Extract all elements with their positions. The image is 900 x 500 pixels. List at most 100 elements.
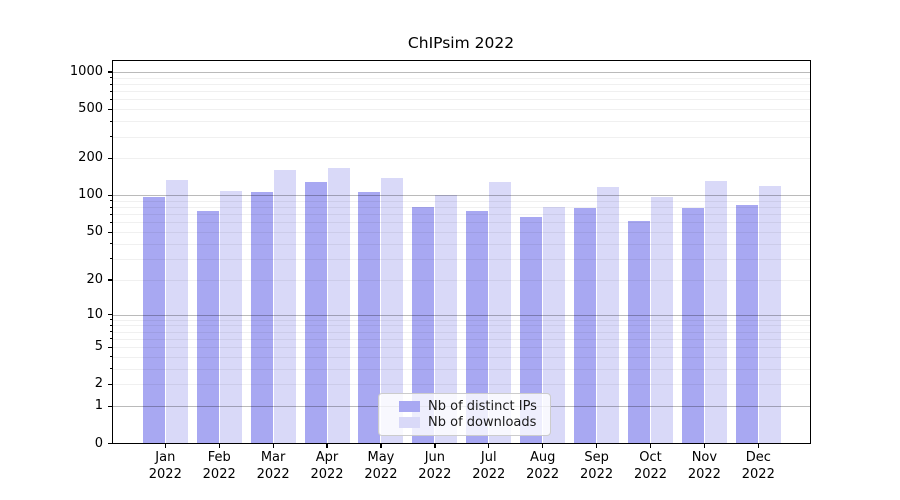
y-minor-tick-80: [109, 206, 112, 208]
bar-mar-distinct-ips: [250, 192, 273, 444]
x-tick-label-jun: Jun 2022: [403, 450, 467, 483]
y-tick-1: [108, 405, 112, 407]
bar-oct-downloads: [650, 196, 673, 444]
y-tick-label-1000: 1000: [69, 64, 103, 80]
y-tick-label-100: 100: [78, 187, 103, 203]
bar-nov-distinct-ips: [681, 207, 704, 444]
x-label-year: 2022: [633, 466, 668, 482]
bar-apr-distinct-ips: [304, 181, 327, 444]
y-minor-tick-3: [109, 368, 112, 370]
y-tick-50: [108, 231, 112, 233]
x-label-year: 2022: [202, 466, 236, 482]
bar-feb-downloads: [219, 191, 242, 444]
y-tick-label-2: 2: [94, 376, 103, 392]
x-label-month: Sep: [584, 450, 609, 465]
y-tick-1000: [108, 71, 112, 73]
x-label-year: 2022: [526, 466, 560, 482]
bar-oct-distinct-ips: [627, 220, 650, 444]
x-label-year: 2022: [148, 466, 182, 482]
bar-sep-distinct-ips: [574, 207, 597, 444]
bar-jun-distinct-ips: [412, 207, 435, 444]
bar-jan-downloads: [165, 179, 188, 444]
gridline-major-1000: [113, 72, 810, 74]
x-tick-dec: [757, 443, 759, 448]
chart-title: ChIPsim 2022: [407, 34, 515, 52]
y-tick-label-0: 0: [94, 435, 103, 451]
y-minor-tick-40: [109, 243, 112, 245]
x-tick-label-apr: Apr 2022: [295, 450, 359, 483]
y-minor-tick-30: [109, 258, 112, 260]
y-tick-label-5: 5: [94, 339, 103, 355]
legend-swatch-downloads: [399, 417, 420, 428]
gridline-minor-200: [113, 158, 810, 160]
legend-swatch-distinct-ips: [399, 401, 420, 412]
x-label-year: 2022: [580, 466, 614, 482]
x-tick-jul: [488, 443, 490, 448]
y-minor-tick-7: [109, 331, 112, 333]
y-tick-0: [108, 442, 112, 445]
bar-dec-distinct-ips: [735, 204, 758, 444]
bar-may-distinct-ips: [358, 191, 381, 444]
x-tick-label-aug: Aug 2022: [511, 450, 575, 483]
x-label-month: Jul: [480, 450, 497, 465]
gridline-minor-800: [113, 84, 810, 86]
y-minor-tick-800: [109, 83, 112, 85]
y-minor-tick-90: [109, 200, 112, 202]
y-minor-tick-400: [109, 120, 112, 122]
x-tick-jun: [434, 443, 436, 448]
x-label-year: 2022: [418, 466, 452, 482]
y-minor-tick-60: [109, 221, 112, 223]
legend-label-distinct-ips: Nb of distinct IPs: [428, 399, 537, 414]
x-label-month: Apr: [315, 450, 339, 465]
x-label-month: Dec: [745, 450, 771, 465]
gridline-minor-500: [113, 109, 810, 111]
x-label-year: 2022: [472, 466, 506, 482]
legend-label-downloads: Nb of downloads: [428, 415, 537, 430]
bar-jun-downloads: [435, 195, 458, 444]
y-minor-tick-900: [109, 77, 112, 79]
bar-jan-distinct-ips: [142, 196, 165, 444]
bar-dec-downloads: [758, 185, 781, 444]
gridline-minor-900: [113, 77, 810, 79]
bar-feb-distinct-ips: [196, 210, 219, 444]
x-tick-label-may: May 2022: [349, 450, 413, 483]
y-tick-label-20: 20: [86, 271, 103, 287]
bar-aug-downloads: [543, 207, 566, 444]
y-minor-tick-300: [109, 136, 112, 138]
gridline-minor-600: [113, 99, 810, 101]
x-tick-label-oct: Oct 2022: [618, 450, 682, 483]
y-tick-100: [108, 194, 112, 197]
x-label-month: Feb: [207, 450, 231, 465]
x-label-month: Oct: [639, 450, 662, 465]
x-tick-feb: [218, 443, 220, 448]
y-tick-label-1: 1: [94, 398, 103, 414]
x-tick-oct: [649, 443, 652, 448]
y-minor-tick-6: [109, 338, 112, 340]
y-minor-tick-8: [109, 324, 112, 326]
x-tick-jan: [164, 443, 166, 448]
bar-nov-downloads: [704, 180, 727, 444]
x-tick-aug: [542, 443, 544, 448]
y-tick-2: [108, 383, 112, 386]
y-minor-tick-9: [109, 319, 112, 321]
y-tick-label-50: 50: [86, 224, 103, 240]
gridline-minor-400: [113, 121, 810, 123]
x-tick-label-jan: Jan 2022: [133, 450, 197, 483]
x-label-month: Jun: [424, 450, 445, 465]
y-tick-label-500: 500: [78, 101, 103, 117]
y-tick-500: [108, 108, 112, 110]
y-tick-5: [108, 346, 112, 348]
bar-apr-downloads: [327, 167, 350, 444]
x-label-month: Nov: [691, 450, 718, 465]
x-label-year: 2022: [364, 466, 398, 482]
x-tick-label-sep: Sep 2022: [565, 450, 629, 483]
legend-entry-downloads: Nb of downloads: [399, 415, 540, 430]
y-tick-200: [108, 157, 112, 160]
bar-sep-downloads: [597, 186, 620, 444]
gridline-minor-300: [113, 136, 810, 138]
x-tick-may: [380, 443, 382, 448]
x-tick-label-feb: Feb 2022: [187, 450, 251, 483]
x-tick-apr: [326, 443, 328, 448]
y-minor-tick-70: [109, 213, 112, 215]
